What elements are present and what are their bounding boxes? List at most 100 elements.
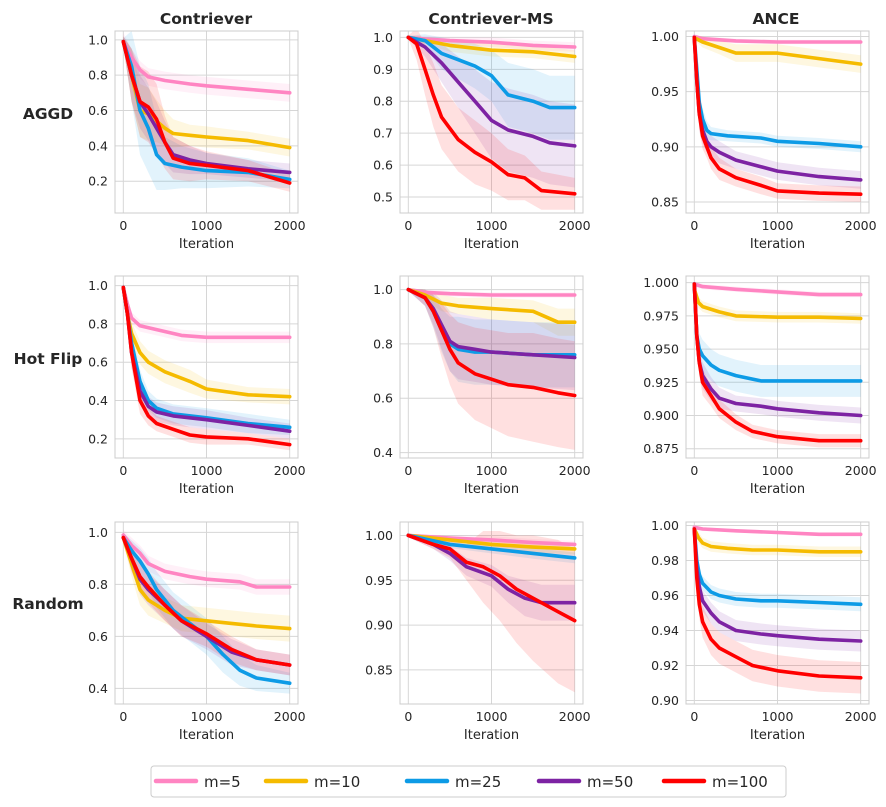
x-tick-label: 2000 (845, 463, 877, 478)
x-tick-label: 0 (690, 218, 698, 233)
series-m-5 (121, 533, 292, 589)
x-tick-label: 0 (690, 463, 698, 478)
column-titles: Contriever Contriever-MS ANCE (160, 10, 800, 28)
series-m-10 (406, 287, 577, 325)
y-tick-label: 0.4 (88, 681, 108, 696)
y-tick-label: 1.00 (651, 518, 679, 533)
plot-frame (114, 30, 299, 214)
y-tick-label: 0.92 (651, 658, 679, 673)
y-tick-label: 1.0 (373, 30, 393, 45)
x-axis-label: Iteration (464, 728, 519, 743)
band-m-100 (408, 531, 575, 693)
y-tick-label: 0.85 (365, 662, 393, 677)
column-title-ance: ANCE (753, 10, 800, 28)
x-tick-label: 0 (690, 709, 698, 724)
y-tick-label: 0.6 (373, 391, 393, 406)
series-m-10 (692, 35, 863, 66)
y-tick-label: 0.6 (373, 158, 393, 173)
series-m-100 (406, 533, 577, 623)
band-m-25 (123, 532, 290, 694)
plot-frame (685, 521, 870, 705)
panel-aggd-ance: 0 1000 2000 0.85 0.90 0.95 1.00 Iteration (651, 29, 876, 252)
series-m-100 (121, 535, 292, 667)
y-tick-label: 1.000 (643, 275, 679, 290)
panel-aggd-contriever: 0 1000 2000 0.2 0.4 0.6 0.8 1.0 Iteration (88, 30, 306, 252)
y-tick-label: 0.90 (651, 693, 679, 708)
subplot-grid: 0 1000 2000 0.2 0.4 0.6 0.8 1.0 Iteration 0 1000 20… (88, 29, 877, 743)
y-tick-label: 0.4 (373, 445, 393, 460)
series-m-100 (121, 285, 292, 447)
y-tick-label: 0.975 (643, 308, 679, 323)
y-tick-label: 0.8 (88, 316, 108, 331)
y-tick-label: 0.8 (373, 94, 393, 109)
series-m-10 (692, 527, 863, 554)
band-m-25 (123, 31, 290, 190)
y-tick-label: 0.8 (88, 68, 108, 83)
series-m-100 (692, 35, 863, 196)
series-m-25 (406, 533, 577, 560)
x-tick-label: 1000 (762, 463, 794, 478)
band-m-25 (123, 283, 290, 435)
panel-random-contriever-ms: 0 1000 2000 0.85 0.90 0.95 1.00 Iteration (365, 521, 591, 743)
band-m-25 (408, 288, 575, 388)
x-tick-label: 1000 (762, 709, 794, 724)
band-m-5 (123, 529, 290, 595)
x-tick-label: 1000 (476, 463, 508, 478)
band-m-100 (694, 525, 861, 694)
band-m-100 (123, 36, 290, 192)
y-tick-label: 1.00 (651, 29, 679, 44)
plot-frame (685, 30, 870, 214)
y-tick-label: 1.0 (88, 278, 108, 293)
y-tick-label: 0.2 (88, 431, 108, 446)
panel-aggd-contriever-ms: 0 1000 2000 0.5 0.6 0.7 0.8 0.9 1.0 Iteration (373, 30, 591, 252)
legend-entry-m5: m=5 (153, 773, 241, 791)
series-m-100 (692, 282, 863, 443)
band-m-100 (408, 31, 575, 210)
x-axis-label: Iteration (750, 237, 805, 252)
series-m-5 (692, 34, 863, 44)
y-tick-label: 0.90 (651, 139, 679, 154)
column-title-contriever-ms: Contriever-MS (428, 10, 553, 28)
x-tick-label: 0 (119, 709, 127, 724)
series-m-5 (121, 39, 292, 95)
row-label-random: Random (12, 595, 83, 613)
legend-label-m100: m=100 (712, 773, 768, 791)
row-labels: AGGD Hot Flip Random (12, 105, 83, 613)
band-m-10 (123, 532, 290, 642)
plot-frame (114, 275, 299, 459)
y-tick-label: 0.9 (373, 62, 393, 77)
legend-label-m10: m=10 (314, 773, 360, 791)
series-m-10 (406, 533, 577, 551)
band-m-50 (408, 288, 575, 391)
legend-entry-m25: m=25 (404, 773, 501, 791)
x-axis-label: Iteration (750, 482, 805, 497)
band-m-50 (694, 281, 861, 424)
y-tick-label: 0.4 (88, 393, 108, 408)
x-tick-label: 2000 (274, 709, 306, 724)
y-tick-label: 0.85 (651, 194, 679, 209)
y-tick-label: 0.7 (373, 126, 393, 141)
plot-frame (399, 275, 584, 459)
x-tick-label: 1000 (476, 218, 508, 233)
band-m-10 (408, 288, 575, 336)
y-tick-label: 0.94 (651, 623, 679, 638)
y-tick-label: 0.900 (643, 408, 679, 423)
x-tick-label: 0 (404, 218, 412, 233)
band-m-25 (408, 34, 575, 140)
y-tick-label: 0.5 (373, 190, 393, 205)
y-tick-label: 0.6 (88, 355, 108, 370)
series-m-100 (406, 287, 577, 398)
y-tick-label: 0.4 (88, 138, 108, 153)
band-m-25 (694, 35, 861, 153)
x-tick-label: 1000 (762, 218, 794, 233)
y-tick-label: 0.95 (651, 84, 679, 99)
row-label-hot-flip: Hot Flip (14, 350, 83, 368)
y-tick-label: 0.875 (643, 441, 679, 456)
panel-hot-flip-contriever: 0 1000 2000 0.2 0.4 0.6 0.8 1.0 Iteration (88, 275, 306, 497)
series-m-5 (692, 525, 863, 537)
x-tick-label: 0 (404, 709, 412, 724)
series-m-50 (406, 35, 577, 148)
x-tick-label: 2000 (845, 709, 877, 724)
legend: m=5 m=10 m=25 m=50 m=100 (150, 765, 787, 798)
series-m-5 (121, 285, 292, 340)
